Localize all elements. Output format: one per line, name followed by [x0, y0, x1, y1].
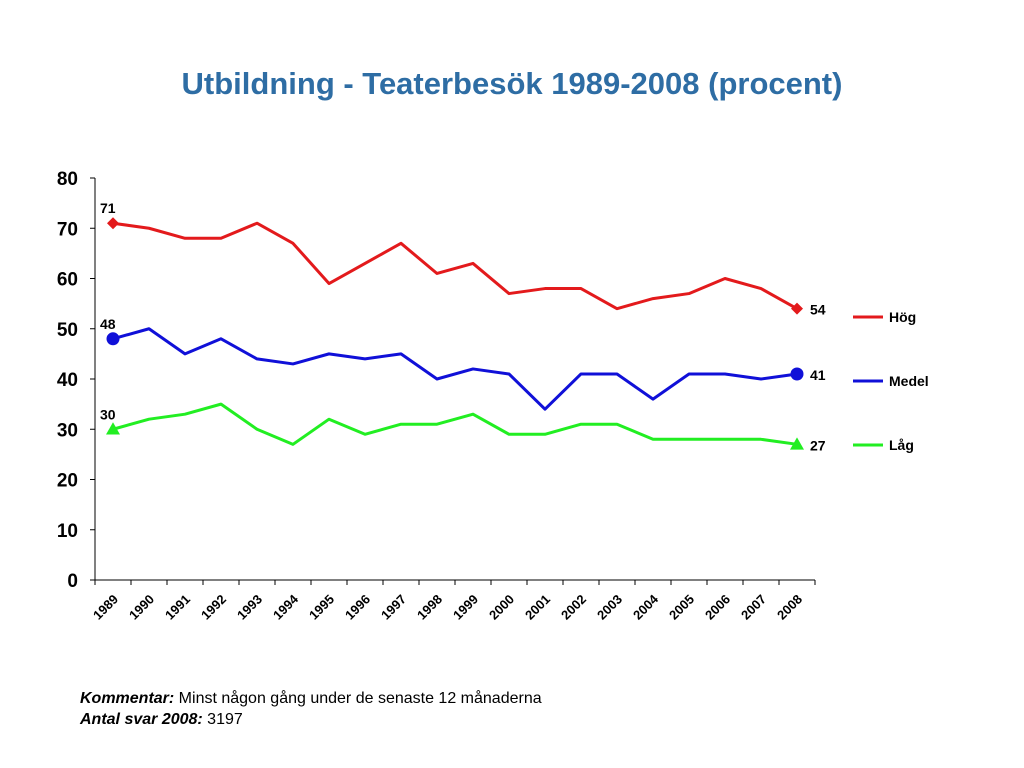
triangle-marker	[106, 422, 120, 435]
comment-line: Kommentar: Minst någon gång under de sen…	[80, 688, 542, 709]
legend-label-l-g: Låg	[889, 437, 914, 453]
data-label-l-g-first: 30	[100, 406, 116, 422]
x-tick-label: 2008	[774, 592, 805, 623]
legend-label-h-g: Hög	[889, 309, 916, 325]
answers-text: 3197	[202, 711, 243, 728]
x-tick-label: 2003	[594, 592, 625, 623]
y-tick-label: 70	[57, 219, 78, 240]
y-tick-label: 50	[57, 320, 78, 341]
x-tick-label: 2007	[738, 592, 769, 623]
data-label-medel-first: 48	[100, 316, 116, 332]
x-tick-label: 1995	[306, 592, 337, 623]
comment-label: Kommentar:	[80, 690, 175, 707]
y-tick-label: 40	[57, 370, 78, 391]
legend-label-medel: Medel	[889, 373, 929, 389]
series-markers	[106, 217, 804, 450]
x-tick-label: 2002	[558, 592, 589, 623]
series-lines	[112, 221, 798, 446]
triangle-marker	[790, 437, 804, 450]
data-label-l-g-last: 27	[810, 437, 826, 453]
x-tick-label: 2004	[630, 591, 662, 623]
x-tick-label: 1994	[270, 591, 302, 623]
series-line-l-g	[112, 402, 798, 446]
series-line-medel	[112, 327, 798, 411]
x-tick-label: 1990	[126, 592, 157, 623]
answers-line: Antal svar 2008: 3197	[80, 709, 542, 730]
series-line-h-g	[112, 221, 798, 311]
data-label-h-g-first: 71	[100, 200, 116, 216]
circle-marker	[790, 367, 804, 381]
x-tick-label: 2006	[702, 592, 733, 623]
data-label-medel-last: 41	[810, 367, 826, 383]
x-tick-label: 1989	[90, 592, 121, 623]
y-tick-label: 10	[57, 521, 78, 542]
x-tick-label: 1997	[378, 592, 409, 623]
y-tick-label: 20	[57, 471, 78, 492]
chart-title: Utbildning - Teaterbesök 1989-2008 (proc…	[181, 66, 843, 101]
diamond-marker	[791, 302, 803, 315]
x-tick-label: 1991	[162, 592, 193, 623]
answers-label: Antal svar 2008:	[80, 711, 203, 728]
x-tick-label: 1993	[234, 592, 265, 623]
x-tick-label: 1998	[414, 592, 445, 623]
data-label-h-g-last: 54	[810, 302, 826, 318]
comment-text: Minst någon gång under de senaste 12 mån…	[174, 690, 542, 707]
diamond-marker	[107, 217, 119, 230]
x-tick-label: 1999	[450, 592, 481, 623]
data-labels: 71 54 48 41 30 27	[100, 200, 826, 453]
y-tick-label: 0	[67, 571, 78, 592]
footnote: Kommentar: Minst någon gång under de sen…	[80, 688, 542, 730]
y-tick-label: 60	[57, 270, 78, 291]
x-tick-label: 2001	[522, 592, 553, 623]
y-tick-label: 80	[57, 169, 78, 190]
legend: Hög Medel Låg	[853, 309, 929, 453]
x-tick-label: 2000	[486, 592, 517, 623]
y-tick-label: 30	[57, 420, 78, 441]
x-tick-label: 1996	[342, 592, 373, 623]
x-tick-label: 1992	[198, 592, 229, 623]
x-tick-label: 2005	[666, 592, 697, 623]
circle-marker	[106, 332, 120, 346]
